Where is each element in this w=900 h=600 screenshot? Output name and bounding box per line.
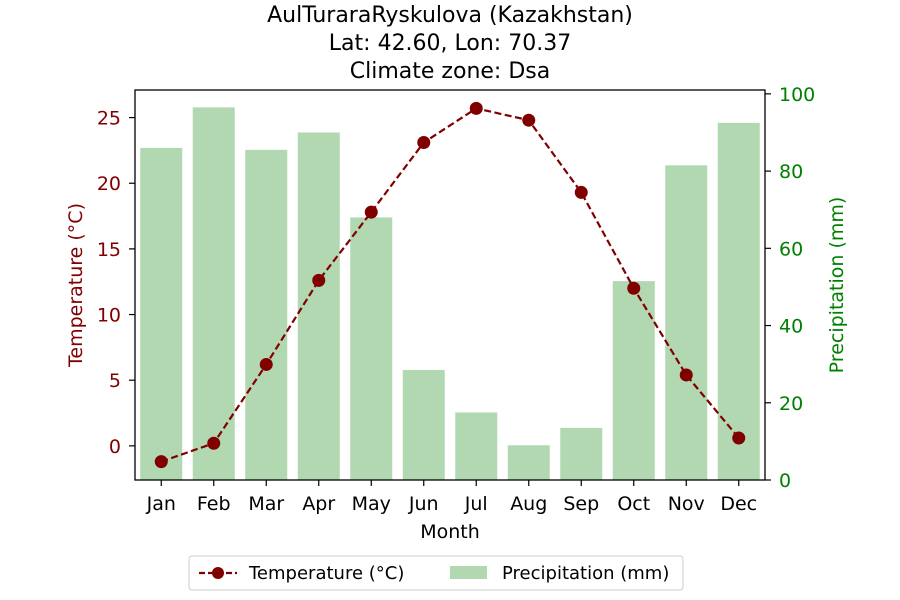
- precipitation-bar-may: [350, 217, 393, 481]
- temperature-point-may: [364, 205, 378, 219]
- temperature-point-oct: [627, 281, 641, 295]
- precipitation-bar-oct: [612, 281, 655, 480]
- temperature-line: [160, 107, 740, 463]
- precipitation-tick-label: 60: [779, 238, 803, 260]
- temperature-point-aug: [522, 113, 536, 127]
- temperature-tick-label: 20: [97, 173, 121, 195]
- temperature-tick-label: 25: [97, 108, 121, 130]
- x-tick-label: Mar: [248, 493, 284, 515]
- precipitation-tick-label: 100: [779, 84, 815, 106]
- temperature-point-dec: [732, 431, 746, 445]
- precipitation-bar-jul: [455, 412, 498, 480]
- precipitation-tick-label: 40: [779, 316, 803, 338]
- precipitation-bar-jun: [402, 369, 445, 480]
- legend-temperature-marker: [212, 567, 224, 579]
- legend-box: [188, 555, 684, 591]
- precipitation-bar-jan: [140, 147, 183, 481]
- legend-precipitation-swatch: [450, 566, 487, 579]
- title-line-2: Lat: 42.60, Lon: 70.37: [329, 31, 571, 56]
- x-tick-label: Jun: [408, 493, 439, 515]
- x-tick-label: Aug: [510, 493, 547, 515]
- precipitation-bar-aug: [507, 445, 550, 480]
- x-tick-label: Jul: [464, 493, 488, 515]
- x-tick-label: May: [352, 493, 391, 515]
- precipitation-bar-dec: [717, 122, 760, 481]
- temperature-point-jan: [154, 455, 168, 469]
- plot-frame: [134, 89, 766, 481]
- chart-title: AulTuraraRyskulova (Kazakhstan) Lat: 42.…: [267, 3, 633, 84]
- x-tick-label: Feb: [197, 493, 231, 515]
- precipitation-tick-label: 80: [779, 161, 803, 183]
- precipitation-bar-nov: [665, 165, 708, 480]
- x-tick-label: Jan: [146, 493, 176, 515]
- temperature-axis: 0 5 10 15 20 25: [97, 108, 135, 458]
- legend-precipitation-label: Precipitation (mm): [502, 563, 669, 584]
- x-axis: Jan Feb Mar Apr May Jun Jul Aug Sep Oct Nov Dec: [146, 480, 757, 515]
- temperature-point-apr: [312, 273, 326, 287]
- precipitation-bar-mar: [245, 149, 288, 480]
- x-tick-label: Sep: [563, 493, 599, 515]
- x-tick-label: Apr: [302, 493, 335, 515]
- temperature-point-jun: [417, 136, 431, 150]
- temperature-point-nov: [679, 368, 693, 382]
- temperature-point-mar: [259, 357, 273, 371]
- temperature-tick-label: 10: [97, 305, 121, 327]
- legend: Temperature (°C) Precipitation (mm): [188, 555, 684, 591]
- precipitation-bar-feb: [192, 107, 235, 481]
- precipitation-tick-label: 20: [779, 393, 803, 415]
- temperature-series: [154, 101, 746, 469]
- x-tick-label: Dec: [720, 493, 757, 515]
- temperature-tick-label: 15: [97, 239, 121, 261]
- precipitation-axis-label: Precipitation (mm): [826, 197, 848, 374]
- temperature-axis-label: Temperature (°C): [65, 203, 87, 368]
- x-tick-label: Nov: [668, 493, 705, 515]
- title-line-1: AulTuraraRyskulova (Kazakhstan): [267, 3, 633, 28]
- precipitation-tick-label: 0: [779, 470, 791, 492]
- precipitation-bar-sep: [560, 427, 603, 480]
- precipitation-bars: [140, 107, 760, 481]
- temperature-tick-label: 0: [109, 436, 121, 458]
- temperature-tick-label: 5: [109, 370, 121, 392]
- title-line-3: Climate zone: Dsa: [350, 59, 550, 84]
- temperature-point-feb: [207, 436, 221, 450]
- legend-temperature-label: Temperature (°C): [248, 563, 404, 584]
- precipitation-axis: 0 20 40 60 80 100: [765, 84, 815, 492]
- temperature-point-jul: [469, 101, 483, 115]
- precipitation-bar-apr: [297, 132, 340, 480]
- temperature-point-sep: [574, 185, 588, 199]
- x-axis-label: Month: [420, 521, 480, 543]
- x-tick-label: Oct: [617, 493, 650, 515]
